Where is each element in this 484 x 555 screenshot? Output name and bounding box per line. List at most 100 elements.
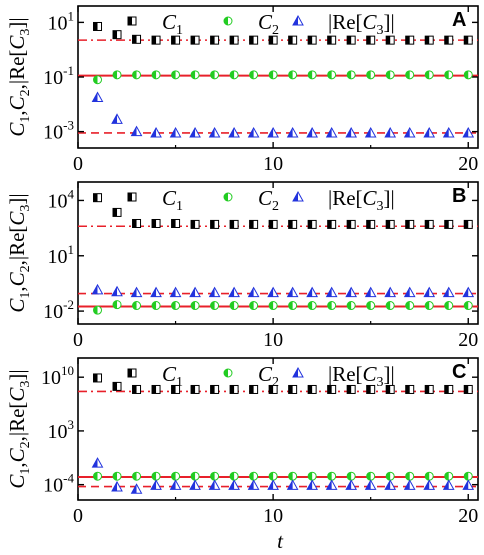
data-point-fill <box>131 484 137 494</box>
data-point-fill <box>308 70 313 79</box>
data-point-fill <box>444 385 449 394</box>
data-point-fill <box>210 36 215 45</box>
x-tick-label: 0 <box>73 329 83 351</box>
series-0 <box>93 193 473 229</box>
data-point-fill <box>346 480 352 490</box>
data-point-fill <box>405 472 410 481</box>
data-point-fill <box>308 385 313 394</box>
data-point-fill <box>230 220 235 229</box>
x-tick-label: 20 <box>458 505 478 527</box>
data-point-fill <box>308 472 313 481</box>
data-point-fill <box>249 36 254 45</box>
data-point-fill <box>269 220 274 229</box>
data-point-fill <box>366 385 371 394</box>
data-point-fill <box>93 373 98 382</box>
data-point-fill <box>152 36 157 45</box>
data-point-fill <box>132 301 137 310</box>
data-point-fill <box>93 193 98 202</box>
y-axis-label: C1​,C2​,|Re[C3​]| <box>5 17 33 136</box>
data-point-fill <box>386 36 391 45</box>
data-point-fill <box>92 458 98 468</box>
data-point-fill <box>463 127 469 137</box>
data-point-fill <box>269 385 274 394</box>
data-point-fill <box>346 127 352 137</box>
plot-frame <box>77 357 479 501</box>
panel-c: 0 10 20 1010 103 10-4 C1​,C2​,|Re[C3​]| C C1​ C2​… <box>5 357 479 527</box>
data-point-fill <box>191 36 196 45</box>
data-point-fill <box>444 36 449 45</box>
data-point-fill <box>152 70 157 79</box>
y-tick-label: 10-2 <box>43 297 74 323</box>
y-tick-label: 10-3 <box>43 118 74 144</box>
y-axis-label: C1​,C2​,|Re[C3​]| <box>5 369 33 488</box>
data-point-fill <box>425 301 430 310</box>
data-point-fill <box>269 36 274 45</box>
data-point-fill <box>268 127 274 137</box>
data-point-fill <box>464 36 469 45</box>
panel-a: 0 10 20 101 10-1 10-3 C1​,C2​,|Re[C3​]| A C1​ C2​… <box>5 5 479 175</box>
data-point-fill <box>326 287 332 297</box>
panel-b: 0 10 20 104 101 10-2 C1​,C2​,|Re[C3​]| B C1​ C2​ |… <box>5 181 479 351</box>
data-point-fill <box>386 301 391 310</box>
data-point-fill <box>210 385 215 394</box>
data-point-fill <box>269 472 274 481</box>
data-point-fill <box>210 301 215 310</box>
y-axis-label: C1​,C2​,|Re[C3​]| <box>5 193 33 312</box>
legend-label: C1​ <box>162 186 183 214</box>
data-point-fill <box>171 36 176 45</box>
data-point-fill <box>386 220 391 229</box>
legend-marker-fill <box>128 369 132 377</box>
y-tick-label: 101 <box>48 8 75 34</box>
legend-marker-fill <box>128 17 132 25</box>
data-point-fill <box>425 385 430 394</box>
y-tick-label: 103 <box>48 417 75 443</box>
data-point-fill <box>132 219 137 228</box>
data-point-fill <box>405 385 410 394</box>
data-point-fill <box>152 219 157 228</box>
data-point-fill <box>249 385 254 394</box>
series-0 <box>93 21 473 45</box>
data-point-fill <box>151 287 157 297</box>
data-point-fill <box>113 30 118 39</box>
legend-marker-fill <box>224 17 228 25</box>
data-point-fill <box>405 220 410 229</box>
series-2 <box>91 91 475 138</box>
legend-label: C2​ <box>258 10 279 38</box>
data-point-fill <box>191 301 196 310</box>
legend-marker-fill <box>224 369 228 377</box>
y-tick-label: 104 <box>48 186 75 212</box>
data-point-fill <box>288 220 293 229</box>
data-point-fill <box>113 300 118 309</box>
data-point-fill <box>210 220 215 229</box>
data-point-fill <box>327 385 332 394</box>
data-point-fill <box>288 301 293 310</box>
series-2 <box>91 283 475 298</box>
data-point-fill <box>405 301 410 310</box>
data-point-fill <box>248 287 254 297</box>
data-point-fill <box>151 127 157 137</box>
data-point-fill <box>93 75 98 84</box>
data-point-fill <box>269 70 274 79</box>
data-point-fill <box>327 472 332 481</box>
legend-marker-fill <box>293 192 298 201</box>
data-point-fill <box>229 480 235 490</box>
data-point-fill <box>113 208 118 217</box>
data-point-fill <box>113 70 118 79</box>
data-point-fill <box>425 36 430 45</box>
legend-label: C1​ <box>162 362 183 390</box>
data-point-fill <box>347 301 352 310</box>
data-point-fill <box>171 385 176 394</box>
data-point-fill <box>288 472 293 481</box>
panel-label: B <box>452 185 466 207</box>
x-tick-label: 20 <box>458 153 478 175</box>
data-point-fill <box>132 70 137 79</box>
panel-label: C <box>452 361 466 383</box>
data-point-fill <box>443 127 449 137</box>
data-point-fill <box>405 70 410 79</box>
data-point-fill <box>443 480 449 490</box>
data-point-fill <box>288 385 293 394</box>
data-point-fill <box>425 472 430 481</box>
data-point-fill <box>444 70 449 79</box>
data-point-fill <box>444 472 449 481</box>
